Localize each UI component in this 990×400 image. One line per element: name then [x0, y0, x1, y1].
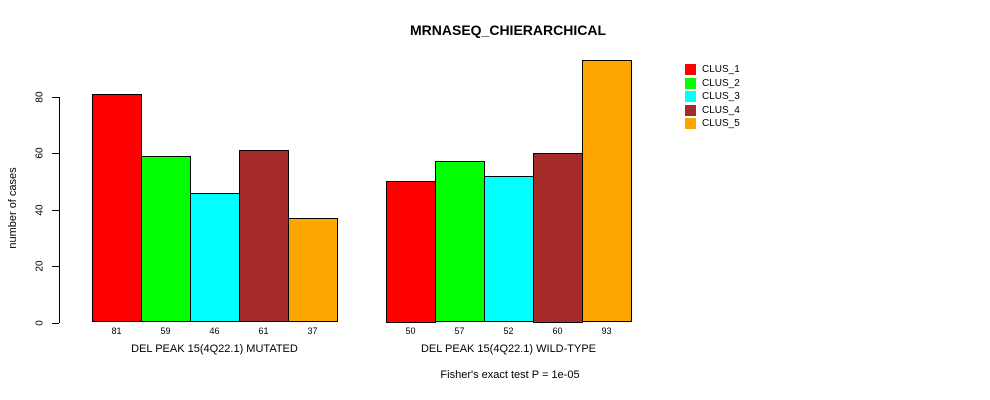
bar-clus_4-group2	[533, 153, 583, 323]
legend-label: CLUS_4	[702, 104, 740, 116]
bar-clus_2-group2	[435, 161, 485, 323]
y-axis-tick-label: 20	[34, 260, 46, 272]
y-axis-tick-label: 0	[34, 319, 46, 326]
bar-value-label: 59	[160, 326, 171, 336]
footnote: Fisher's exact test P = 1e-05	[440, 369, 580, 381]
y-axis-tick	[52, 153, 59, 154]
bar-clus_1-group2	[386, 181, 436, 323]
bar-value-label: 46	[209, 326, 220, 336]
bar-value-label: 52	[503, 326, 514, 336]
chart-title: MRNASEQ_CHIERARCHICAL	[409, 22, 607, 38]
bar-clus_4-group1	[239, 150, 289, 323]
legend-label: CLUS_1	[702, 64, 740, 75]
y-axis-tick	[52, 209, 59, 211]
group-label: DEL PEAK 15(4Q22.1) WILD-TYPE	[420, 343, 597, 355]
legend-swatch-icon	[685, 77, 696, 89]
bar-value-label: 50	[405, 326, 416, 336]
bar-clus_1-group1	[92, 93, 142, 323]
legend-swatch-icon	[685, 104, 696, 116]
legend-swatch-icon	[685, 118, 696, 129]
bar-clus_2-group1	[141, 155, 191, 323]
legend-swatch-icon	[685, 64, 696, 75]
bar-value-label: 81	[111, 326, 122, 336]
bar-value-label: 57	[454, 326, 465, 336]
y-axis-tick-label: 60	[34, 147, 46, 159]
bar-clus_5-group2	[582, 59, 632, 323]
y-axis-line	[59, 96, 60, 323]
bar-value-label: 93	[601, 326, 612, 336]
bar-value-label: 37	[307, 326, 318, 336]
legend-label: CLUS_5	[702, 118, 740, 129]
legend-item-clus_4: CLUS_4	[685, 104, 740, 116]
group-label: DEL PEAK 15(4Q22.1) MUTATED	[131, 343, 298, 355]
bar-clus_5-group1	[288, 217, 338, 323]
legend-item-clus_1: CLUS_1	[685, 64, 740, 75]
bar-clus_3-group2	[484, 175, 534, 323]
y-axis-tick-label: 80	[34, 90, 46, 103]
legend-item-clus_5: CLUS_5	[685, 118, 740, 129]
legend-label: CLUS_3	[702, 91, 740, 102]
y-axis-label: number of cases	[7, 167, 19, 249]
y-axis-tick-label: 40	[34, 203, 46, 216]
legend-item-clus_2: CLUS_2	[685, 77, 740, 89]
y-axis-tick	[52, 96, 59, 98]
legend-swatch-icon	[685, 91, 696, 102]
bar-clus_3-group1	[190, 192, 240, 323]
bar-value-label: 60	[552, 326, 563, 336]
bar-value-label: 61	[258, 326, 269, 336]
y-axis-tick	[52, 322, 59, 324]
legend-item-clus_3: CLUS_3	[685, 91, 740, 102]
legend-label: CLUS_2	[702, 77, 740, 89]
y-axis-tick	[52, 266, 59, 267]
legend: CLUS_1 CLUS_2 CLUS_3 CLUS_4 CLUS_5	[685, 64, 740, 132]
